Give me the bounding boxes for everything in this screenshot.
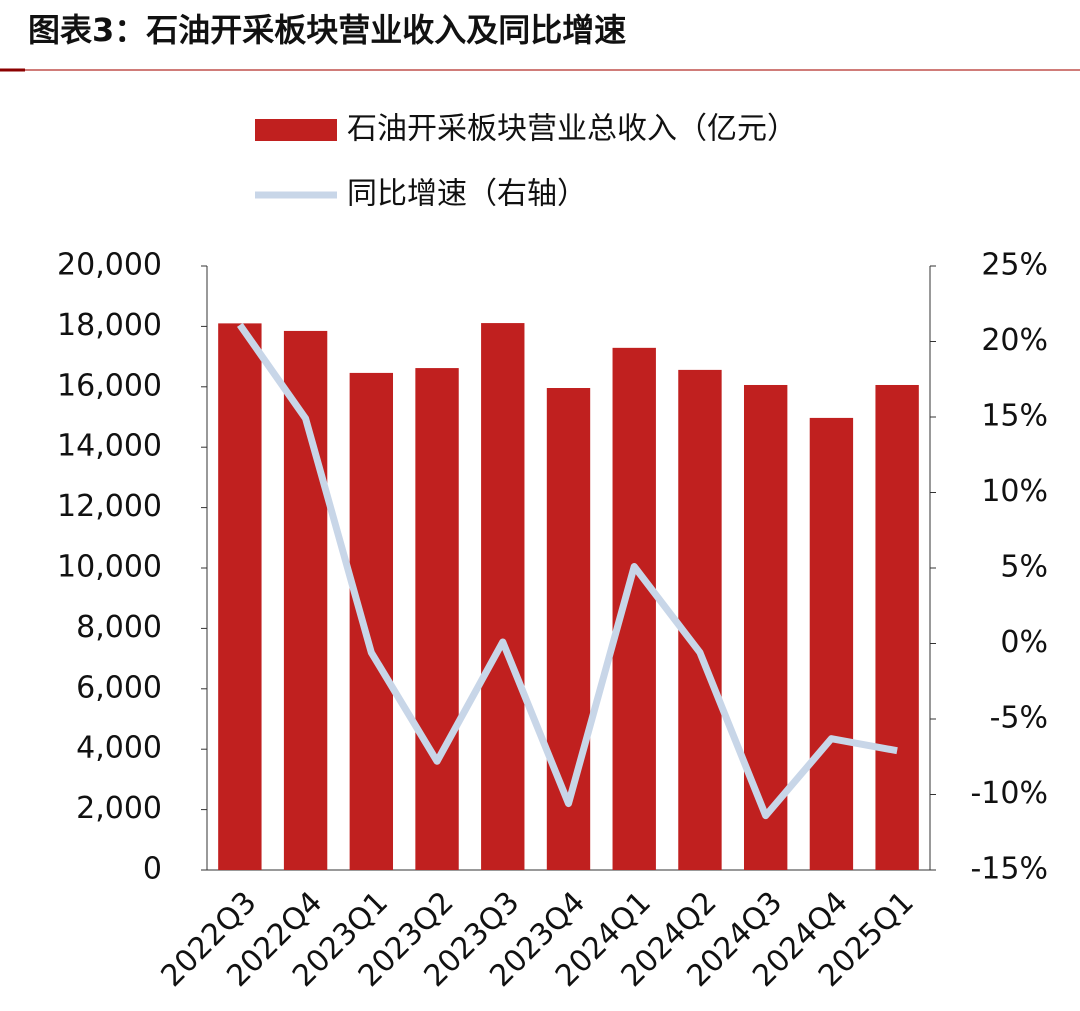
bar: [415, 368, 459, 870]
bar: [743, 384, 788, 870]
bar: [875, 384, 919, 870]
y2-tick-label: 20%: [981, 323, 1048, 358]
y-tick-label: 20,000: [57, 248, 162, 283]
y-tick-label: 10,000: [57, 550, 162, 585]
y-tick-label: 14,000: [57, 429, 162, 464]
y2-tick-label: 0%: [1000, 625, 1048, 660]
bar: [678, 369, 722, 870]
y-tick-label: 8,000: [76, 610, 162, 645]
line: [236, 322, 898, 820]
y-tick-label: 16,000: [57, 368, 162, 403]
y-tick-label: 18,000: [57, 308, 162, 343]
y2-tick-label: -15%: [970, 852, 1048, 887]
legend-label: 同比增速（右轴）: [347, 177, 587, 212]
y-tick-label: 0: [143, 852, 162, 887]
bar: [546, 388, 591, 870]
bar: [349, 372, 394, 870]
legend-swatch: [255, 119, 337, 141]
y2-tick-label: 10%: [981, 474, 1048, 509]
y2-tick-label: 25%: [981, 248, 1048, 283]
y-tick-label: 4,000: [76, 731, 162, 766]
y-tick-label: 2,000: [76, 791, 162, 826]
legend-label: 石油开采板块营业总收入（亿元）: [347, 112, 797, 147]
y2-tick-label: -10%: [970, 776, 1048, 811]
bar: [218, 323, 262, 870]
y2-tick-label: 5%: [1000, 550, 1048, 585]
bar: [481, 323, 525, 870]
y-tick-label: 6,000: [76, 670, 162, 705]
bar: [283, 330, 328, 870]
y2-tick-label: -5%: [990, 701, 1048, 736]
bar: [809, 417, 854, 870]
y2-tick-label: 15%: [981, 399, 1048, 434]
chart-title: 图表3：石油开采板块营业收入及同比增速: [28, 11, 626, 49]
y-tick-label: 12,000: [57, 489, 162, 524]
